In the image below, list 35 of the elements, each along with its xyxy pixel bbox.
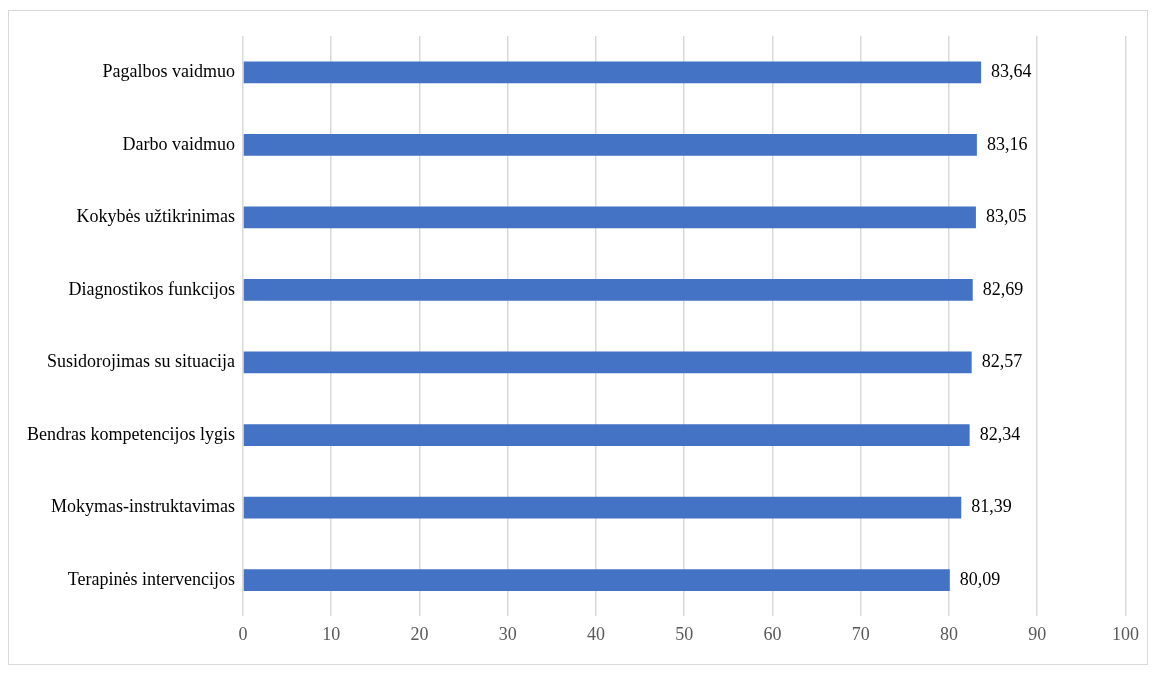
data-label: 82,57 <box>981 351 1023 372</box>
data-label: 83,64 <box>991 61 1032 82</box>
x-tick-label: 40 <box>586 623 605 644</box>
data-label: 82,69 <box>982 278 1024 299</box>
bar <box>243 206 976 229</box>
y-tick-label: Terapinės intervencijos <box>67 568 235 589</box>
y-tick-label: Susidorojimas su situacija <box>46 351 235 372</box>
bar <box>243 496 962 519</box>
bar <box>243 61 982 84</box>
x-tick-label: 30 <box>498 623 517 644</box>
x-tick-label: 70 <box>851 623 870 644</box>
bar <box>243 351 972 374</box>
x-tick-label: 80 <box>939 623 958 644</box>
bar <box>243 279 973 301</box>
y-tick-label: Pagalbos vaidmuo <box>102 61 235 82</box>
x-tick-label: 50 <box>675 623 694 644</box>
data-label: 80,09 <box>959 568 1001 589</box>
y-tick-label: Mokymas-instruktavimas <box>50 496 235 517</box>
bar <box>243 133 977 156</box>
x-tick-label: 10 <box>322 623 341 644</box>
x-tick-label: 60 <box>763 623 782 644</box>
y-tick-label: Kokybės užtikrinimas <box>76 206 235 227</box>
x-tick-label: 0 <box>238 623 248 644</box>
data-label: 82,34 <box>979 423 1021 444</box>
y-tick-label: Bendras kompetencijos lygis <box>27 423 235 444</box>
x-tick-label: 100 <box>1112 623 1139 644</box>
x-tick-label: 90 <box>1028 623 1047 644</box>
x-tick-label: 20 <box>410 623 429 644</box>
y-tick-label: Diagnostikos funkcijos <box>68 278 235 299</box>
y-tick-label: Darbo vaidmuo <box>122 133 235 154</box>
data-label: 81,39 <box>971 496 1012 517</box>
bar <box>243 569 950 592</box>
data-label: 83,16 <box>986 133 1028 154</box>
bar <box>243 424 970 446</box>
data-label: 83,05 <box>985 206 1027 227</box>
